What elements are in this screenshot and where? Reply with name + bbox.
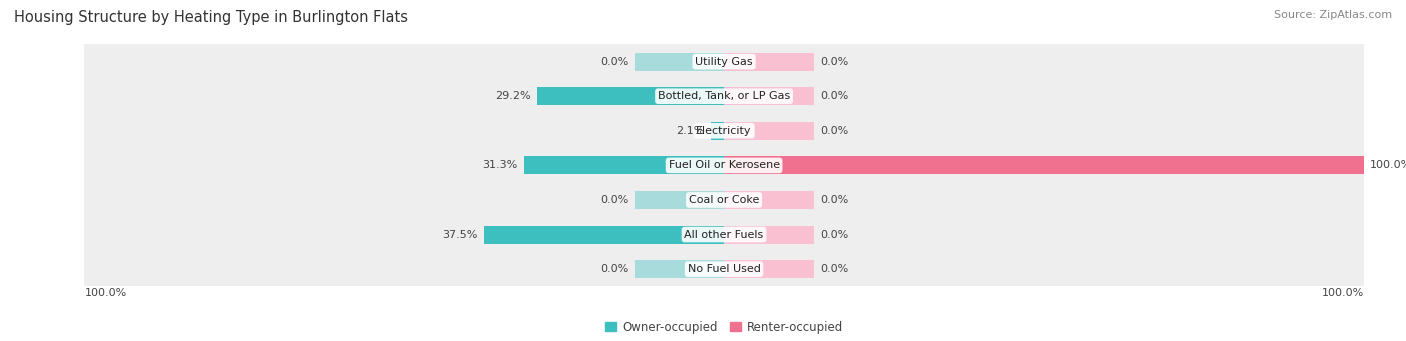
Text: No Fuel Used: No Fuel Used — [688, 264, 761, 274]
Bar — [724, 191, 814, 209]
Text: 0.0%: 0.0% — [600, 57, 628, 66]
Bar — [84, 148, 1364, 183]
Bar — [634, 53, 724, 71]
Text: 0.0%: 0.0% — [600, 195, 628, 205]
Bar — [84, 114, 1364, 148]
Text: All other Fuels: All other Fuels — [685, 229, 763, 240]
Text: 0.0%: 0.0% — [600, 264, 628, 274]
Bar — [84, 217, 1364, 252]
Bar — [724, 260, 814, 278]
Text: Bottled, Tank, or LP Gas: Bottled, Tank, or LP Gas — [658, 91, 790, 101]
Bar — [724, 53, 814, 71]
Bar — [724, 122, 814, 140]
Bar — [84, 183, 1364, 217]
Text: Fuel Oil or Kerosene: Fuel Oil or Kerosene — [668, 160, 780, 170]
Bar — [724, 87, 814, 105]
Text: 2.1%: 2.1% — [676, 126, 704, 136]
Bar — [484, 225, 724, 243]
Bar — [634, 260, 724, 278]
Bar — [84, 252, 1364, 286]
Text: Housing Structure by Heating Type in Burlington Flats: Housing Structure by Heating Type in Bur… — [14, 10, 408, 25]
Bar — [537, 87, 724, 105]
Bar — [84, 79, 1364, 114]
Text: 0.0%: 0.0% — [820, 195, 848, 205]
Bar — [524, 157, 724, 174]
Text: 0.0%: 0.0% — [820, 91, 848, 101]
Text: 37.5%: 37.5% — [443, 229, 478, 240]
Text: 100.0%: 100.0% — [84, 288, 127, 298]
Text: Electricity: Electricity — [696, 126, 752, 136]
Text: 0.0%: 0.0% — [820, 229, 848, 240]
Text: 31.3%: 31.3% — [482, 160, 517, 170]
Text: 0.0%: 0.0% — [820, 57, 848, 66]
Text: 29.2%: 29.2% — [495, 91, 531, 101]
Text: 0.0%: 0.0% — [820, 126, 848, 136]
Text: Utility Gas: Utility Gas — [696, 57, 752, 66]
Legend: Owner-occupied, Renter-occupied: Owner-occupied, Renter-occupied — [605, 321, 844, 334]
Text: 100.0%: 100.0% — [1322, 288, 1364, 298]
Text: Coal or Coke: Coal or Coke — [689, 195, 759, 205]
Text: Source: ZipAtlas.com: Source: ZipAtlas.com — [1274, 10, 1392, 20]
Bar — [84, 44, 1364, 79]
Bar — [724, 157, 1364, 174]
Bar — [634, 191, 724, 209]
Text: 0.0%: 0.0% — [820, 264, 848, 274]
Bar — [724, 225, 814, 243]
Bar — [710, 122, 724, 140]
Text: 100.0%: 100.0% — [1371, 160, 1406, 170]
